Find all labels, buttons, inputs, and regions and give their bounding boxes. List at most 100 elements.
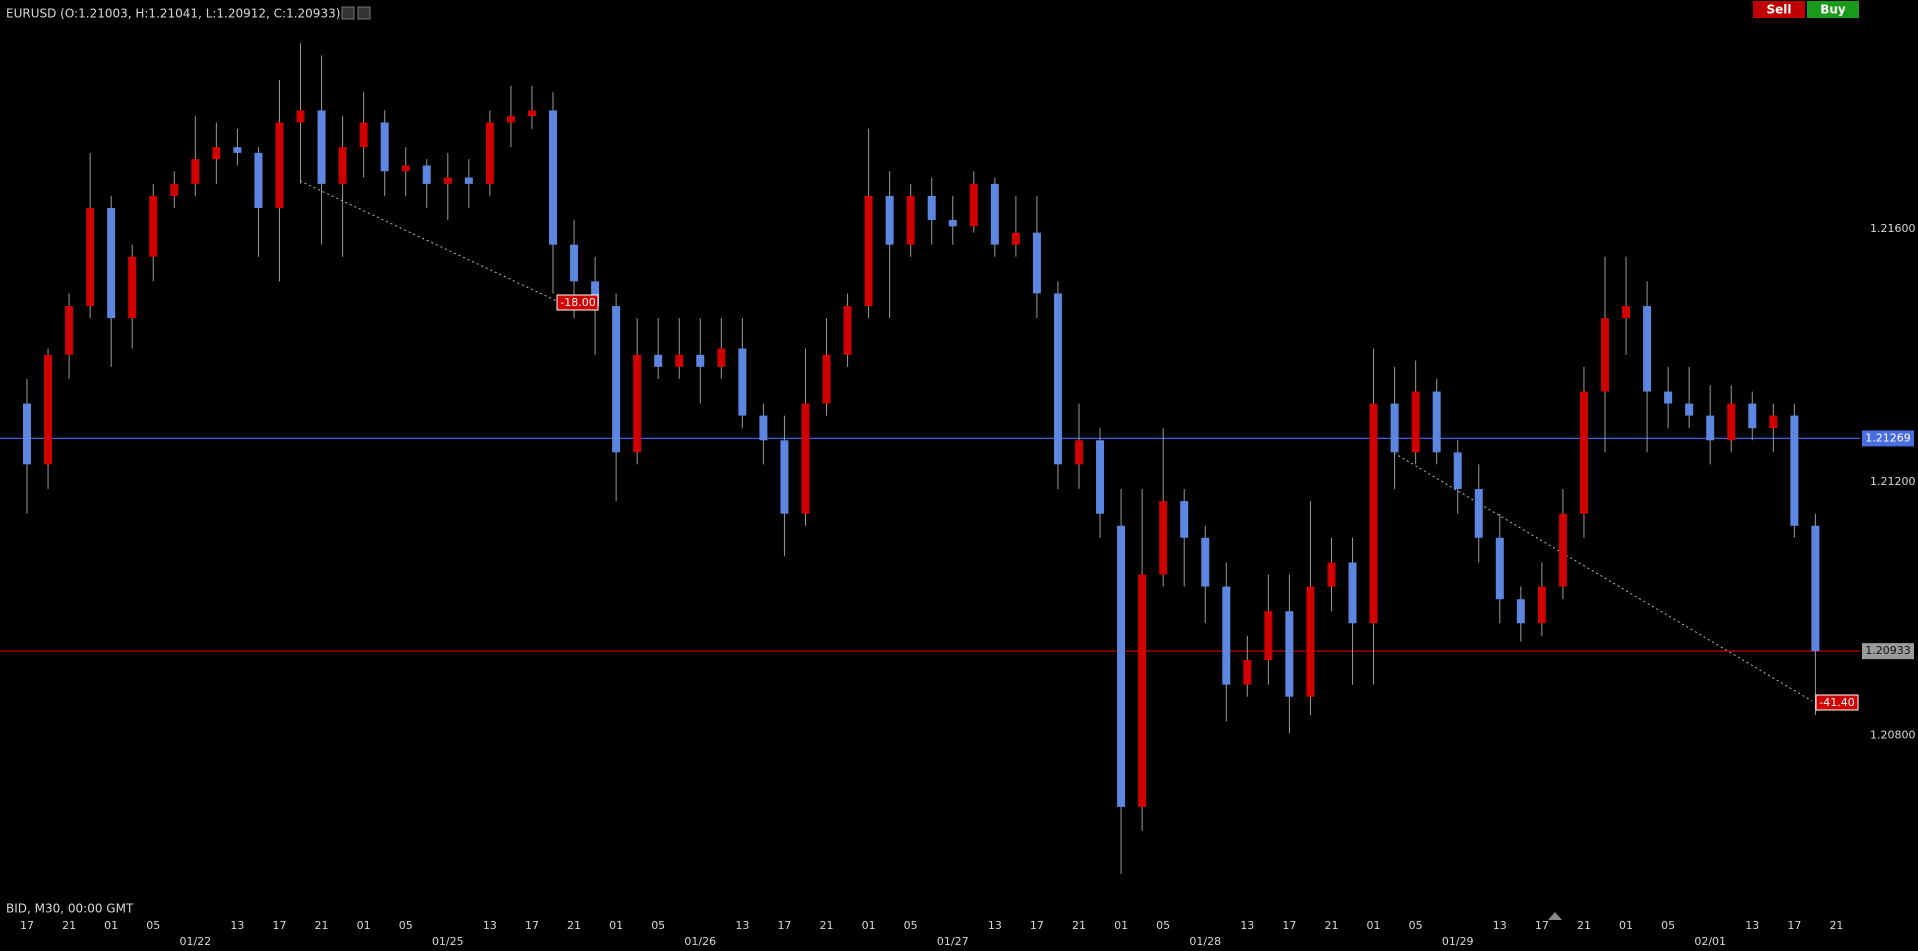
candle-body bbox=[401, 165, 410, 172]
candle-body bbox=[1285, 611, 1294, 697]
x-tick-label: 21 bbox=[1324, 919, 1338, 932]
symbol-title: EURUSD (O:1.21003, H:1.21041, L:1.20912,… bbox=[6, 7, 340, 21]
candle-body bbox=[1622, 306, 1631, 319]
sell-button[interactable]: Sell bbox=[1753, 1, 1805, 18]
x-tick-label: 01 bbox=[104, 919, 118, 932]
date-label: 01/22 bbox=[179, 935, 211, 948]
candle-body bbox=[1453, 452, 1462, 490]
candle-body bbox=[149, 195, 158, 257]
x-tick-label: 13 bbox=[1240, 919, 1254, 932]
x-tick-label: 05 bbox=[1156, 919, 1170, 932]
candle-body bbox=[717, 348, 726, 367]
trade-label: -18.00 bbox=[556, 294, 599, 311]
candle-body bbox=[1537, 586, 1546, 624]
x-tick-label: 21 bbox=[1577, 919, 1591, 932]
buy-label[interactable]: Buy bbox=[1820, 3, 1846, 17]
x-tick-label: 01 bbox=[862, 919, 876, 932]
candle-body bbox=[317, 110, 326, 184]
x-tick-label: 05 bbox=[904, 919, 918, 932]
candle-body bbox=[1516, 599, 1525, 624]
candle-body bbox=[1096, 440, 1105, 514]
candle-body bbox=[1643, 306, 1652, 392]
candle-body bbox=[107, 207, 116, 319]
candle-body bbox=[1369, 403, 1378, 624]
candle-body bbox=[212, 147, 221, 160]
candle-body bbox=[254, 152, 263, 208]
candle-body bbox=[23, 403, 31, 465]
candle-body bbox=[948, 219, 957, 227]
candle-body bbox=[1579, 391, 1588, 514]
date-label: 01/25 bbox=[432, 935, 464, 948]
x-tick-label: 01 bbox=[357, 919, 371, 932]
candle-body bbox=[527, 110, 536, 117]
candle-body bbox=[1811, 525, 1820, 652]
candle-body bbox=[1222, 586, 1231, 685]
x-tick-label: 17 bbox=[1535, 919, 1549, 932]
candle-body bbox=[864, 195, 873, 307]
candle-body bbox=[1075, 440, 1083, 465]
candle-body bbox=[738, 348, 747, 416]
settings-icon[interactable] bbox=[341, 6, 355, 20]
x-tick-label: 17 bbox=[1030, 919, 1044, 932]
candle-body bbox=[906, 195, 915, 245]
candle-body bbox=[990, 183, 999, 245]
trade-pnl: -18.00 bbox=[560, 296, 595, 309]
x-tick-label: 17 bbox=[1787, 919, 1801, 932]
candle-body bbox=[801, 403, 810, 514]
candle-body bbox=[1432, 391, 1441, 453]
candle-body bbox=[422, 165, 431, 184]
candle-body bbox=[338, 147, 347, 184]
candle-body bbox=[1201, 537, 1210, 587]
plot: 1.20800 1.21200 1.21600 1.21269 1.20933 17 21 0… bbox=[0, 43, 1916, 948]
buy-button[interactable]: Buy bbox=[1807, 1, 1859, 18]
candle-body bbox=[633, 354, 642, 453]
candle-body bbox=[296, 110, 305, 123]
trade-label-bg bbox=[1815, 694, 1859, 711]
candle-body bbox=[443, 177, 452, 184]
trade-line bbox=[299, 180, 560, 303]
candle-body bbox=[759, 415, 768, 441]
candle-body bbox=[1706, 415, 1715, 441]
x-tick-label: 17 bbox=[272, 919, 286, 932]
candle-body bbox=[822, 354, 831, 404]
x-tick-label: 13 bbox=[1745, 919, 1759, 932]
candle-body bbox=[1601, 318, 1609, 392]
x-tick-label: 05 bbox=[1661, 919, 1675, 932]
x-tick-label: 13 bbox=[1493, 919, 1507, 932]
price-label-bg bbox=[1862, 643, 1914, 660]
trade-label: -41.40 bbox=[1815, 694, 1859, 711]
candle-body bbox=[696, 354, 705, 367]
date-label: 01/26 bbox=[684, 935, 716, 948]
candle-body bbox=[1748, 403, 1757, 429]
x-tick-label: 21 bbox=[567, 919, 581, 932]
footer-info: BID, M30, 00:00 GMT bbox=[6, 902, 134, 916]
y-tick-label: 1.21200 bbox=[1870, 475, 1916, 488]
time-marker bbox=[1548, 912, 1562, 920]
price-label-bg bbox=[1862, 430, 1914, 447]
y-tick-label: 1.20800 bbox=[1870, 728, 1916, 741]
x-tick-label: 17 bbox=[777, 919, 791, 932]
candle-body bbox=[1117, 525, 1126, 807]
candle-body bbox=[170, 183, 179, 196]
x-tick-label: 01 bbox=[1114, 919, 1128, 932]
candle-body bbox=[506, 116, 515, 123]
x-tick-label: 05 bbox=[1409, 919, 1423, 932]
date-label: 01/27 bbox=[937, 935, 969, 948]
candle-body bbox=[780, 440, 789, 514]
candle-body bbox=[1769, 415, 1778, 429]
candle-body bbox=[927, 195, 936, 220]
indicator-icon[interactable] bbox=[357, 6, 371, 20]
date-label: 01/28 bbox=[1189, 935, 1221, 948]
x-tick-label: 21 bbox=[1072, 919, 1086, 932]
candle-body bbox=[1180, 501, 1189, 538]
buy-bg bbox=[1807, 1, 1859, 18]
candle-body bbox=[1327, 562, 1336, 587]
candle-body bbox=[654, 354, 663, 367]
candle-body bbox=[1011, 232, 1020, 245]
sell-label[interactable]: Sell bbox=[1766, 3, 1791, 17]
candle-body bbox=[233, 147, 242, 153]
candle-body bbox=[1390, 403, 1399, 453]
candle-body bbox=[65, 306, 74, 355]
